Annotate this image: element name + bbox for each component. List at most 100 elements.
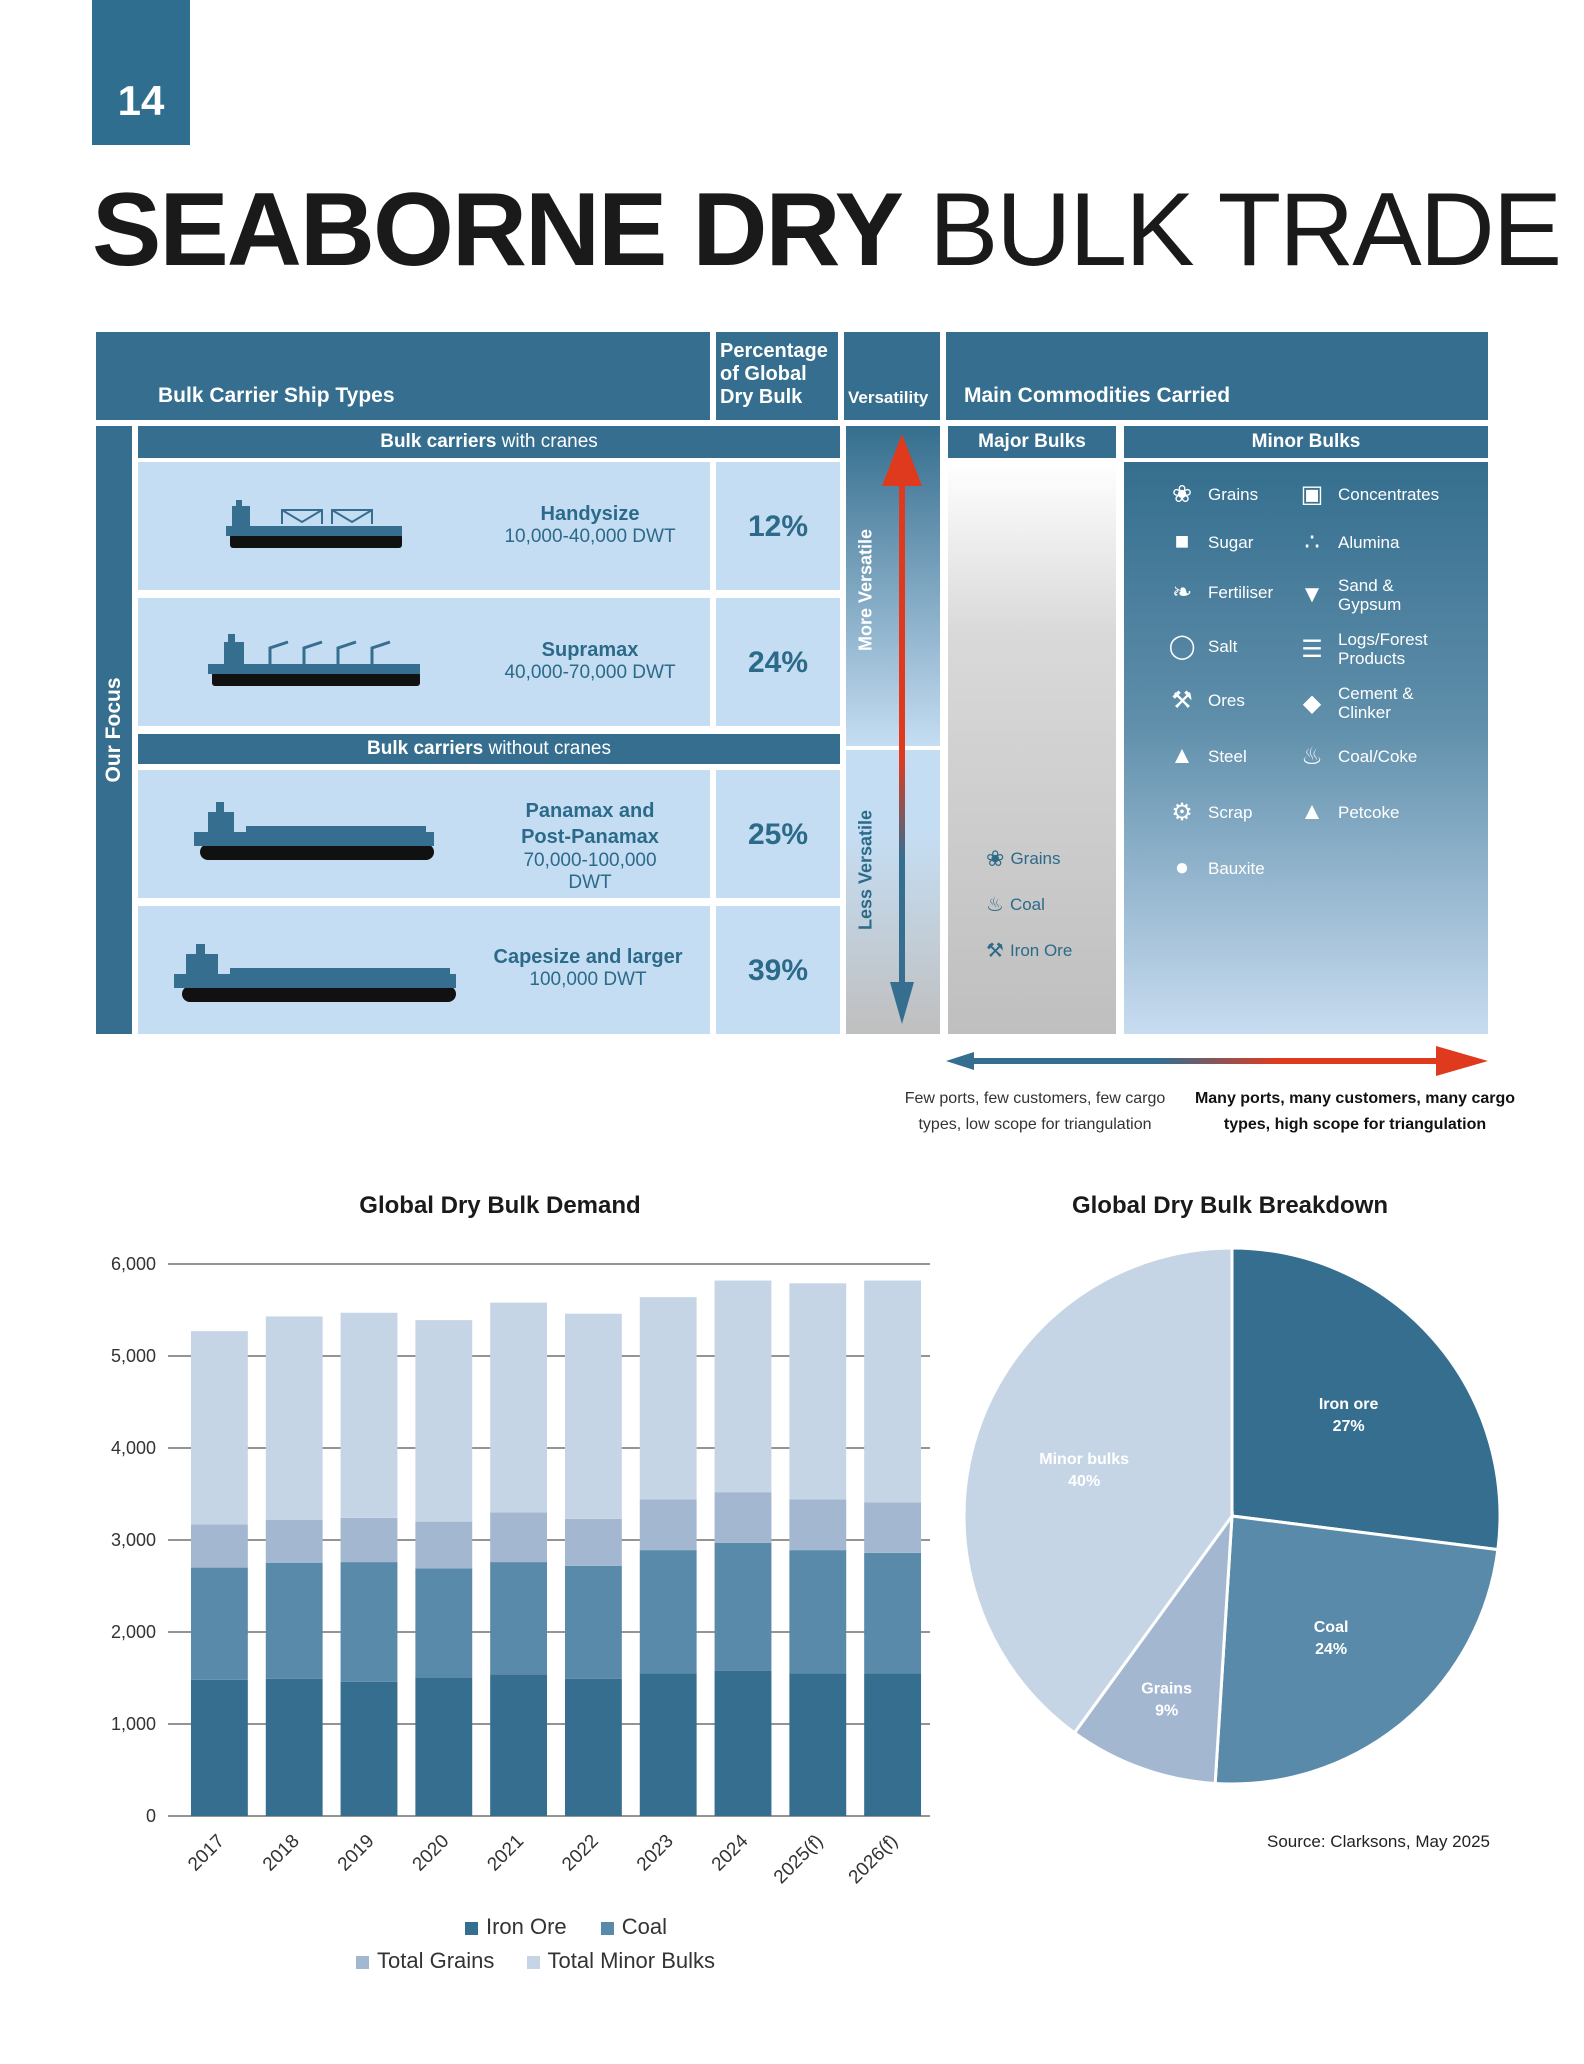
bar-segment-total-minor-bulks — [340, 1312, 398, 1518]
header-versatility-label: Versatility — [848, 388, 929, 407]
scale-right-text: Many ports, many customers, many cargo t… — [1194, 1090, 1516, 1133]
legend-swatch — [600, 1921, 614, 1935]
header-percentage-label: Percentage of Global Dry Bulk — [720, 340, 828, 408]
x-tick-label: 2020 — [409, 1831, 454, 1876]
pie-slice-coal — [1213, 1514, 1500, 1786]
legend-swatch — [356, 1955, 369, 1969]
x-tick-label: 2018 — [259, 1831, 304, 1876]
legend-item-coal: Coal — [600, 1914, 667, 1939]
with-cranes-bar: Bulk carriers with cranes — [138, 426, 840, 458]
bar-segment-total-minor-bulks — [490, 1302, 548, 1513]
minor-item-label: Fertiliser — [1208, 583, 1274, 602]
bar-segment-iron-ore — [265, 1678, 323, 1816]
bar-segment-total-grains — [415, 1521, 473, 1569]
minor-item-label: Grains — [1208, 485, 1259, 504]
bar-segment-iron-ore — [789, 1673, 847, 1816]
bulk-ship-icon — [174, 944, 456, 1002]
bar-segment-total-minor-bulks — [789, 1283, 847, 1500]
header-commodities: Main Commodities Carried — [946, 332, 1488, 420]
major-item-label: Grains — [1010, 849, 1061, 868]
major-item-label: Iron Ore — [1009, 940, 1073, 960]
bar-segment-coal — [265, 1563, 323, 1679]
minor-item-label: Logs/Forest Products — [1338, 630, 1428, 668]
bar-chart: 0 1,000 2,000 3,000 4,000 5,000 6,000 2017 2018 2… — [111, 1254, 930, 1888]
shovel-icon: ▼ — [1300, 581, 1324, 608]
trowel-icon: ◆ — [1302, 689, 1322, 717]
minor-item: ⚒ Ores — [1166, 686, 1326, 715]
ship-dwt: 70,000-100,000 DWT — [523, 850, 657, 893]
source-note: Source: Clarksons, May 2025 — [1267, 1832, 1490, 1851]
y-tick-label: 5,000 — [111, 1346, 156, 1366]
ship-name: Panamax and Post-Panamax — [521, 800, 659, 848]
bar-segment-iron-ore — [340, 1681, 398, 1816]
pie-label: Coal — [1314, 1619, 1349, 1636]
bar-segment-coal — [415, 1568, 473, 1678]
bar-chart-legend: Iron Ore Coal Total Grains Total Minor B… — [356, 1910, 776, 1978]
header-percentage: Percentage of Global Dry Bulk — [716, 332, 838, 420]
bar-segment-total-minor-bulks — [415, 1320, 473, 1522]
pct-supramax: 24% — [747, 646, 809, 679]
bar-segment-total-minor-bulks — [190, 1331, 248, 1525]
bar-segment-total-minor-bulks — [639, 1297, 697, 1500]
legend-item-minor-bulks: Total Minor Bulks — [526, 1948, 715, 1973]
minor-item-label: Cement & Clinker — [1338, 684, 1414, 722]
more-versatile-label: More Versatile — [855, 528, 876, 652]
bar-segment-total-grains — [639, 1499, 697, 1551]
flame-icon: ♨ — [986, 894, 1004, 916]
y-tick-label: 6,000 — [111, 1254, 156, 1274]
minor-item-label: Sugar — [1208, 532, 1254, 552]
bar-segment-total-grains — [564, 1518, 622, 1566]
pie-pct-label: 40% — [1068, 1473, 1100, 1490]
without-cranes-bar: Bulk carriers without cranes — [138, 734, 840, 764]
pct-capesize: 39% — [747, 954, 809, 987]
major-bulks-header: Major Bulks — [948, 426, 1116, 458]
pickaxe-icon: ⚒ — [1171, 687, 1193, 714]
bar-segment-total-grains — [490, 1512, 548, 1563]
bar-segment-total-grains — [789, 1499, 847, 1551]
page-title: SEABORNE DRY BULK TRADE — [92, 172, 1562, 288]
leaf-icon: ❧ — [1171, 579, 1193, 606]
pct-cell-handysize — [716, 462, 840, 590]
pie-pct-label: 27% — [1333, 1418, 1365, 1435]
x-tick-label: 2026(f) — [845, 1831, 902, 1888]
bar-segment-coal — [639, 1550, 697, 1674]
without-cranes-bold: Bulk carriers — [367, 738, 484, 759]
minor-item-label: Bauxite — [1208, 858, 1265, 878]
with-cranes-rest: with cranes — [496, 431, 598, 452]
minor-item-label: Salt — [1208, 637, 1238, 656]
bar-segment-coal — [714, 1542, 772, 1671]
bar-segment-total-grains — [864, 1502, 922, 1553]
header-commodities-label: Main Commodities Carried — [964, 384, 1231, 407]
ship-name: Capesize and larger — [493, 946, 683, 968]
bulk-ship-with-cranes-icon — [226, 500, 402, 548]
major-item-label: Coal — [1009, 894, 1045, 914]
logs-icon: ☰ — [1301, 635, 1323, 663]
bauxite-icon: ● — [1174, 854, 1190, 881]
ship-text-capesize: Capesize and larger 100,000 DWT — [478, 946, 698, 991]
pie-slice-minor-bulks — [962, 1246, 1234, 1735]
ship-dwt: 100,000 DWT — [529, 969, 647, 990]
y-tick-label: 4,000 — [111, 1438, 156, 1458]
wheat-icon: ❀ — [1171, 481, 1193, 508]
minor-item-label: Concentrates — [1338, 485, 1440, 504]
ship-text-panamax: Panamax and Post-Panamax 70,000-100,000 … — [500, 798, 680, 894]
pie-slice-iron-ore — [1230, 1246, 1502, 1552]
minor-bulks-cell — [1124, 462, 1488, 1034]
bar-segment-iron-ore — [190, 1679, 248, 1816]
scale-left-text: Few ports, few customers, few cargo type… — [904, 1090, 1166, 1133]
bar-segment-coal — [190, 1567, 248, 1680]
ship-dwt: 10,000-40,000 DWT — [504, 526, 676, 547]
title-bold: SEABORNE DRY — [92, 172, 904, 288]
x-tick-label: 2024 — [708, 1830, 753, 1875]
x-tick-label: 2025(f) — [770, 1831, 827, 1888]
bar-segment-total-grains — [190, 1524, 248, 1568]
bulk-ship-with-cranes-icon — [208, 634, 420, 686]
legend-swatch — [526, 1955, 540, 1969]
cart-icon: ▣ — [1300, 481, 1324, 508]
our-focus-bar: Our Focus — [96, 426, 132, 1034]
bar-segment-total-minor-bulks — [564, 1313, 622, 1519]
x-tick-label: 2023 — [633, 1831, 678, 1876]
pct-panamax: 25% — [747, 818, 809, 851]
minor-item: ◆ Cement & Clinker — [1296, 684, 1476, 722]
header-ship-types-label: Bulk Carrier Ship Types — [158, 384, 395, 407]
